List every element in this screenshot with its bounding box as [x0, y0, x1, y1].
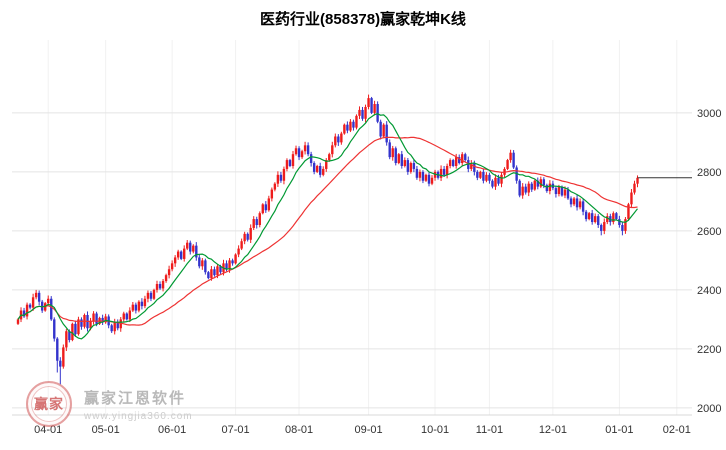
y-tick-label: 2800 — [697, 167, 721, 179]
candles-layer — [16, 94, 639, 385]
y-tick-label: 2600 — [697, 226, 721, 238]
x-tick-label: 09-01 — [354, 424, 382, 436]
watermark-text: 赢家江恩软件 www.yingjia360.com — [84, 387, 193, 422]
x-tick-label: 02-01 — [663, 424, 691, 436]
watermark-url: www.yingjia360.com — [84, 410, 193, 422]
x-tick-label: 07-01 — [222, 424, 250, 436]
x-tick-label: 10-01 — [421, 424, 449, 436]
logo-text: 赢家 — [34, 396, 64, 412]
x-tick-label: 05-01 — [92, 424, 120, 436]
x-tick-label: 11-01 — [476, 424, 503, 436]
watermark-brand: 赢家江恩软件 — [84, 389, 187, 407]
chart-title: 医药行业(858378)赢家乾坤K线 — [260, 11, 466, 28]
y-tick-label: 2400 — [697, 285, 721, 297]
ma-line-ma30 — [17, 136, 638, 326]
y-tick-label: 2000 — [697, 403, 721, 415]
x-tick-label: 01-01 — [605, 424, 633, 436]
yingjia-logo-icon: 赢家 — [26, 381, 72, 427]
x-tick-label: 04-01 — [34, 424, 62, 436]
x-tick-label: 12-01 — [539, 424, 567, 436]
grid-layer — [12, 40, 692, 416]
x-tick-label: 08-01 — [285, 424, 313, 436]
y-tick-label: 2200 — [697, 344, 721, 356]
x-tick-label: 06-01 — [158, 424, 186, 436]
y-tick-label: 3000 — [697, 108, 721, 120]
y-axis-labels: 2000 2200 2400 2600 2800 3000 — [697, 108, 721, 415]
ma-line-ma10 — [17, 113, 638, 340]
watermark: 赢家 赢家江恩软件 www.yingjia360.com — [26, 381, 193, 427]
x-axis-labels: 04-01 05-01 06-01 07-01 08-01 09-01 10-01 11-01… — [34, 424, 691, 436]
